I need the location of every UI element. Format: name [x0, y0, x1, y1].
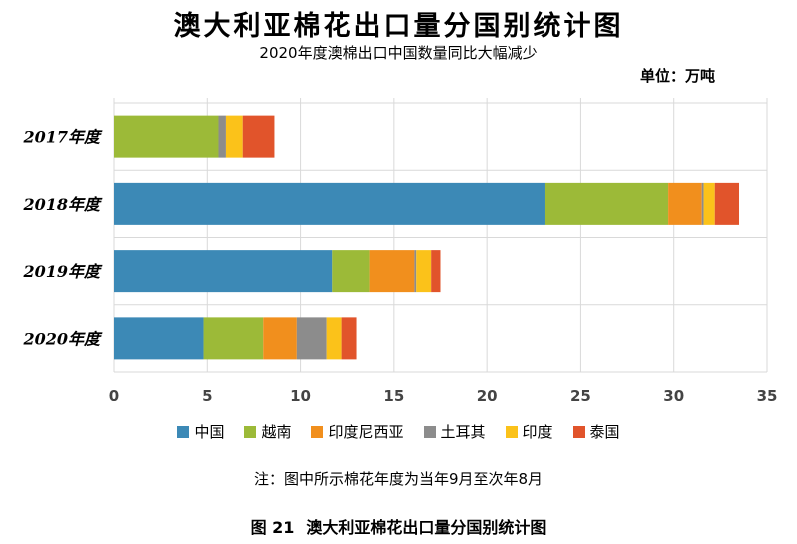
bar-segment	[242, 115, 275, 158]
bar-segment	[414, 250, 417, 293]
bar-segment	[332, 250, 370, 293]
legend-swatch	[311, 425, 324, 438]
legend-label: 中国	[194, 423, 225, 441]
y-tick-label: 2020年度	[22, 329, 103, 348]
bar-segment	[703, 182, 715, 225]
chart-subtitle: 2020年度澳棉出口中国数量同比大幅减少	[259, 44, 538, 62]
bar-segment	[544, 182, 669, 225]
bar-segment	[263, 317, 297, 360]
unit-label: 单位：万吨	[640, 67, 716, 85]
bar-chart: 2017年度 2018年度 2019年度 2020年度 0 5 10 15 20 25 30 35	[22, 98, 778, 405]
x-tick-label: 20	[477, 387, 498, 405]
legend-item: 泰国	[572, 421, 620, 442]
legend-label: 印度	[522, 423, 553, 441]
y-tick-label: 2019年度	[22, 262, 103, 281]
x-tick-label: 30	[663, 387, 684, 405]
legend-label: 土耳其	[440, 423, 486, 441]
legend-item: 土耳其	[423, 421, 486, 442]
x-tick-label: 10	[290, 387, 311, 405]
x-tick-label: 25	[570, 387, 591, 405]
bar-segment	[114, 182, 545, 225]
bar-segment	[326, 317, 342, 360]
y-tick-label: 2018年度	[22, 195, 103, 214]
bar-segment	[369, 250, 415, 293]
y-tick-label: 2017年度	[22, 128, 103, 147]
bar-segment	[431, 250, 441, 293]
x-tick-label: 15	[383, 387, 404, 405]
legend-swatch	[505, 425, 518, 438]
bar-segment	[225, 115, 243, 158]
x-tick-label: 0	[109, 387, 119, 405]
bar-segment	[668, 182, 702, 225]
figure-caption-text: 澳大利亚棉花出口量分国别统计图	[306, 518, 547, 537]
chart-title: 澳大利亚棉花出口量分国别统计图	[173, 11, 624, 42]
bar-segment	[203, 317, 264, 360]
chart-legend: 中国 越南 印度尼西亚 土耳其 印度 泰国	[0, 421, 797, 442]
legend-swatch	[423, 425, 436, 438]
legend-item: 印度尼西亚	[311, 421, 404, 442]
legend-label: 泰国	[589, 423, 620, 441]
legend-swatch	[177, 425, 190, 438]
bar-segment	[296, 317, 327, 360]
bar-segment	[714, 182, 740, 225]
footnote: 注：图中所示棉花年度为当年9月至次年8月	[253, 470, 544, 488]
x-tick-label: 5	[202, 387, 212, 405]
figure-caption: 图 21 澳大利亚棉花出口量分国别统计图	[0, 514, 797, 538]
figure-number: 图 21	[250, 518, 295, 537]
bar-segment	[114, 250, 333, 293]
bar-segment	[114, 115, 219, 158]
bar-segment	[701, 182, 704, 225]
bar-segment	[218, 115, 226, 158]
legend-swatch	[572, 425, 585, 438]
legend-item: 中国	[177, 421, 224, 442]
bar-segment	[416, 250, 432, 293]
bar-segment	[114, 317, 204, 360]
legend-label: 印度尼西亚	[328, 423, 404, 441]
legend-swatch	[244, 425, 257, 438]
bar-segment	[341, 317, 357, 360]
legend-item: 越南	[244, 421, 291, 442]
legend-label: 越南	[261, 423, 292, 441]
legend-item: 印度	[505, 421, 553, 442]
x-tick-label: 35	[757, 387, 778, 405]
